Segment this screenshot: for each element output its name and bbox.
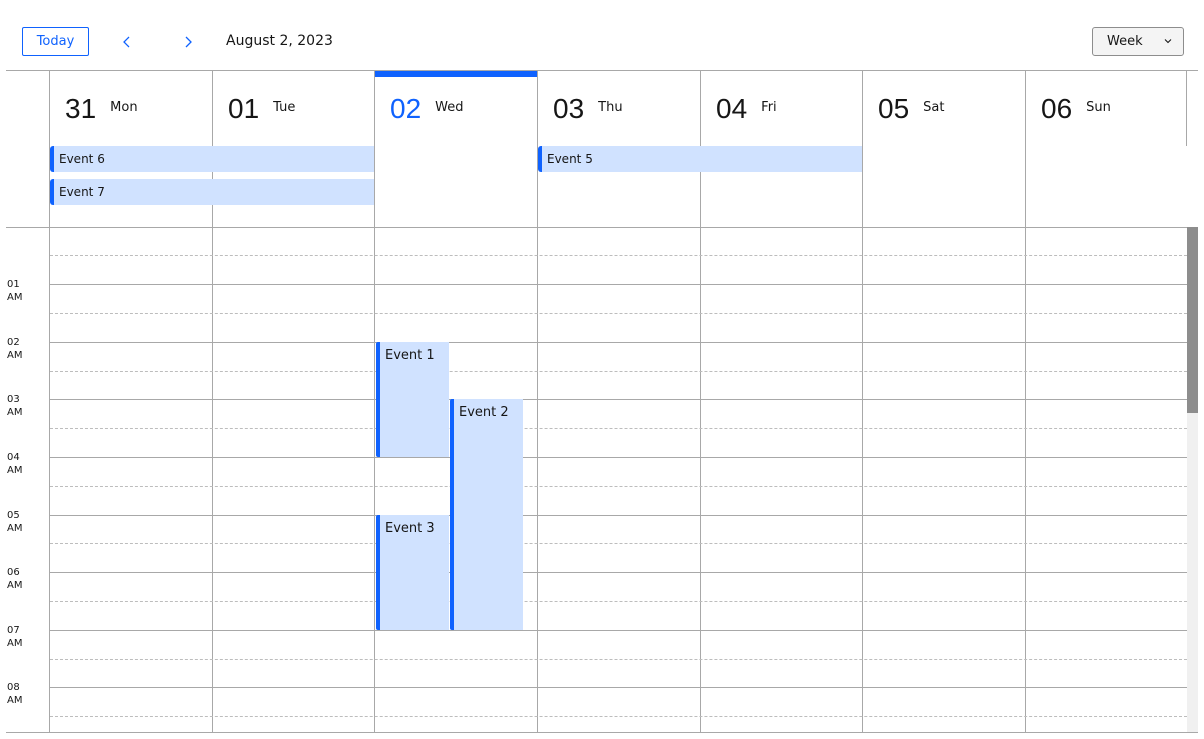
time-hour: 07 xyxy=(7,625,20,636)
hour-line xyxy=(50,572,1187,573)
week-calendar: 31 Mon 01 Tue 02 Wed 03 Thu 04 Fri 05 Sa… xyxy=(6,70,1198,733)
day-name: Thu xyxy=(598,100,623,115)
allday-event[interactable]: Event 5 xyxy=(538,146,862,172)
hour-line xyxy=(50,399,1187,400)
calendar-event[interactable]: Event 3 xyxy=(376,515,449,630)
half-hour-line xyxy=(50,371,1187,372)
day-number: 05 xyxy=(878,92,910,124)
column-divider xyxy=(212,71,213,732)
time-label: 07 AM xyxy=(7,624,22,650)
time-hour: 06 xyxy=(7,567,20,578)
time-label: 04 AM xyxy=(7,451,22,477)
day-number: 01 xyxy=(228,92,260,124)
time-hour: 02 xyxy=(7,337,20,348)
next-week-button[interactable] xyxy=(177,31,199,53)
half-hour-line xyxy=(50,543,1187,544)
half-hour-line xyxy=(50,716,1187,717)
event-title: Event 3 xyxy=(385,521,435,536)
event-title: Event 7 xyxy=(59,185,105,199)
day-header-tue[interactable]: 01 Tue xyxy=(213,71,374,146)
scrollbar-track[interactable] xyxy=(1187,227,1198,732)
day-name: Sun xyxy=(1086,100,1111,115)
column-divider xyxy=(700,71,701,732)
time-hour: 04 xyxy=(7,452,20,463)
day-number: 06 xyxy=(1041,92,1073,124)
current-date-label: August 2, 2023 xyxy=(226,33,333,49)
day-header-thu[interactable]: 03 Thu xyxy=(538,71,700,146)
view-select[interactable]: Week xyxy=(1092,27,1184,56)
column-divider xyxy=(537,71,538,732)
prev-week-button[interactable] xyxy=(116,31,138,53)
time-hour: 01 xyxy=(7,279,20,290)
time-label: 03 AM xyxy=(7,393,22,419)
calendar-event[interactable]: Event 1 xyxy=(376,342,449,457)
time-ampm: AM xyxy=(7,292,23,303)
half-hour-line xyxy=(50,428,1187,429)
day-number: 04 xyxy=(716,92,748,124)
event-title: Event 1 xyxy=(385,348,435,363)
chevron-down-icon xyxy=(1164,39,1172,44)
time-ampm: AM xyxy=(7,695,23,706)
allday-separator xyxy=(6,227,1187,228)
time-hour: 08 xyxy=(7,682,20,693)
time-ampm: AM xyxy=(7,465,23,476)
time-label: 02 AM xyxy=(7,336,22,362)
day-number: 02 xyxy=(390,92,422,124)
day-header-sun[interactable]: 06 Sun xyxy=(1026,71,1186,146)
time-hour: 03 xyxy=(7,394,20,405)
day-name: Fri xyxy=(761,100,777,115)
event-title: Event 2 xyxy=(459,405,509,420)
chevron-left-icon xyxy=(123,36,130,48)
time-label: 08 AM xyxy=(7,681,22,707)
time-label: 01 AM xyxy=(7,278,22,304)
column-divider xyxy=(374,71,375,732)
day-header-fri[interactable]: 04 Fri xyxy=(701,71,863,146)
calendar-event[interactable]: Event 2 xyxy=(450,399,523,630)
allday-event[interactable]: Event 7 xyxy=(50,179,374,205)
half-hour-line xyxy=(50,601,1187,602)
half-hour-line xyxy=(50,486,1187,487)
half-hour-line xyxy=(50,255,1187,256)
hour-line xyxy=(50,515,1187,516)
time-ampm: AM xyxy=(7,407,23,418)
view-select-label: Week xyxy=(1107,34,1143,49)
column-divider xyxy=(862,71,863,732)
day-name: Tue xyxy=(273,100,296,115)
half-hour-line xyxy=(50,659,1187,660)
scrollbar-thumb[interactable] xyxy=(1187,227,1198,413)
hour-line xyxy=(50,342,1187,343)
time-ampm: AM xyxy=(7,523,23,534)
time-label: 06 AM xyxy=(7,566,22,592)
day-name: Sat xyxy=(923,100,945,115)
time-label: 05 AM xyxy=(7,509,22,535)
time-hour: 05 xyxy=(7,510,20,521)
day-header-mon[interactable]: 31 Mon xyxy=(50,71,212,146)
chevron-right-icon xyxy=(185,36,192,48)
today-indicator xyxy=(375,71,537,77)
time-ampm: AM xyxy=(7,580,23,591)
day-number: 31 xyxy=(65,92,97,124)
time-ampm: AM xyxy=(7,350,23,361)
column-divider xyxy=(49,71,50,732)
day-name: Mon xyxy=(110,100,138,115)
column-divider xyxy=(1025,71,1026,732)
day-name: Wed xyxy=(435,100,464,115)
hour-line xyxy=(50,687,1187,688)
hour-line xyxy=(50,457,1187,458)
day-header-sat[interactable]: 05 Sat xyxy=(863,71,1025,146)
column-divider xyxy=(1186,71,1187,146)
allday-event[interactable]: Event 6 xyxy=(50,146,374,172)
event-title: Event 6 xyxy=(59,152,105,166)
today-button[interactable]: Today xyxy=(22,27,89,56)
day-header-wed[interactable]: 02 Wed xyxy=(375,71,537,146)
hour-line xyxy=(50,630,1187,631)
hour-line xyxy=(50,284,1187,285)
time-ampm: AM xyxy=(7,638,23,649)
half-hour-line xyxy=(50,313,1187,314)
day-number: 03 xyxy=(553,92,585,124)
event-title: Event 5 xyxy=(547,152,593,166)
